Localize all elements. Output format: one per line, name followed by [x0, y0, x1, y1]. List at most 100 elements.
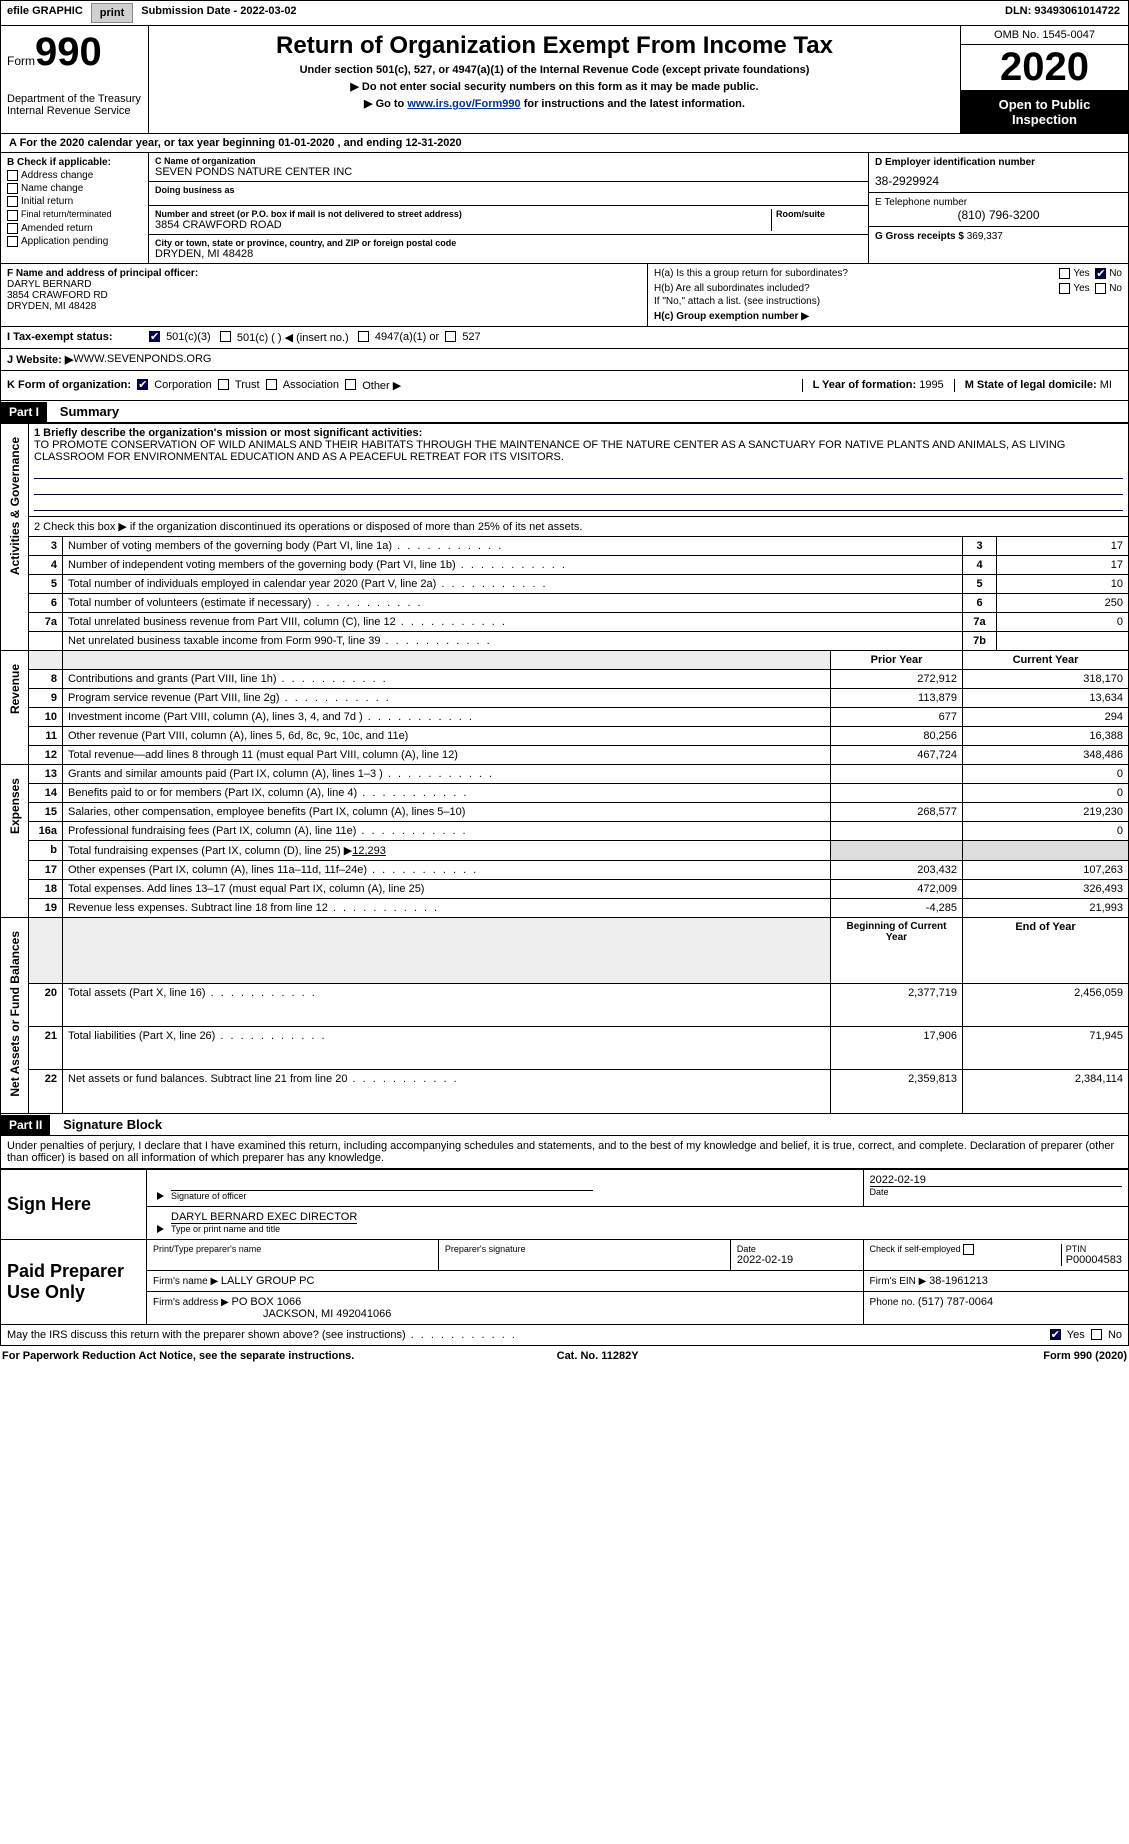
submission-date-label: Submission Date - 2022-03-02	[135, 1, 302, 25]
section-j: J Website: ▶ WWW.SEVENPONDS.ORG	[0, 349, 1129, 371]
efile-topbar: efile GRAPHIC print Submission Date - 20…	[0, 0, 1129, 26]
form-number-box: Form990 Department of the Treasury Inter…	[1, 26, 149, 133]
website-url: WWW.SEVENPONDS.ORG	[73, 353, 211, 366]
rev-8-prior: 272,912	[831, 670, 963, 689]
signature-block: Sign Here Signature of officer 2022-02-1…	[0, 1169, 1129, 1325]
open-to-public: Open to Public Inspection	[961, 91, 1128, 133]
efile-label: efile GRAPHIC	[1, 1, 89, 25]
summary-table: Activities & Governance 1 Briefly descri…	[0, 423, 1129, 1114]
officer-printed-name: DARYL BERNARD EXEC DIRECTOR	[171, 1211, 357, 1223]
chk-527[interactable]	[445, 331, 456, 342]
chk-address-change[interactable]: Address change	[7, 170, 142, 181]
dln: DLN: 93493061014722	[997, 1, 1128, 25]
section-a: A For the 2020 calendar year, or tax yea…	[0, 134, 1129, 153]
val-7b	[997, 632, 1129, 651]
val-6: 250	[997, 594, 1129, 613]
section-c: C Name of organization SEVEN PONDS NATUR…	[149, 153, 868, 263]
section-f: F Name and address of principal officer:…	[1, 264, 648, 326]
omb-number: OMB No. 1545-0047	[961, 26, 1128, 45]
agency-irs: Internal Revenue Service	[7, 105, 142, 117]
no-ssn-note: ▶ Do not enter social security numbers o…	[159, 80, 950, 93]
vlabel-governance: Activities & Governance	[1, 424, 29, 651]
part2-header: Part II Signature Block	[0, 1114, 1129, 1136]
chk-ha-yes[interactable]	[1059, 268, 1070, 279]
chk-4947[interactable]	[358, 331, 369, 342]
firm-phone: (517) 787-0064	[918, 1296, 993, 1308]
cat-number: Cat. No. 11282Y	[557, 1350, 639, 1362]
vlabel-netassets: Net Assets or Fund Balances	[1, 918, 29, 1114]
print-button[interactable]: print	[91, 3, 133, 23]
chk-discuss-yes[interactable]	[1050, 1329, 1061, 1340]
chk-self-employed[interactable]	[963, 1244, 974, 1255]
irs-link[interactable]: www.irs.gov/Form990	[407, 98, 520, 110]
gross-receipts: 369,337	[967, 231, 1003, 242]
sign-here-label: Sign Here	[1, 1169, 147, 1239]
discuss-row: May the IRS discuss this return with the…	[0, 1325, 1129, 1346]
officer-addr1: 3854 CRAWFORD RD	[7, 290, 641, 301]
chk-amended-return[interactable]: Amended return	[7, 223, 142, 234]
tax-year-range: A For the 2020 calendar year, or tax yea…	[1, 134, 1128, 152]
chk-501c3[interactable]	[149, 331, 160, 342]
form-990: 990	[35, 30, 102, 74]
chk-discuss-no[interactable]	[1091, 1329, 1102, 1340]
val-4: 17	[997, 556, 1129, 575]
officer-addr2: DRYDEN, MI 48428	[7, 301, 641, 312]
section-i: I Tax-exempt status: 501(c)(3) 501(c) ( …	[0, 327, 1129, 349]
chk-final-return[interactable]: Final return/terminated	[7, 209, 142, 220]
officer-name: DARYL BERNARD	[7, 279, 641, 290]
year-formation: 1995	[919, 379, 943, 391]
fundraising-total: 12,293	[352, 845, 386, 857]
section-k-l-m: K Form of organization: Corporation Trus…	[0, 371, 1129, 401]
chk-trust[interactable]	[218, 379, 229, 390]
sign-arrow-icon	[157, 1192, 164, 1200]
firm-ein: 38-1961213	[929, 1275, 988, 1287]
chk-initial-return[interactable]: Initial return	[7, 196, 142, 207]
form-title-box: Return of Organization Exempt From Incom…	[149, 26, 960, 133]
val-7a: 0	[997, 613, 1129, 632]
chk-hb-yes[interactable]	[1059, 283, 1070, 294]
section-b-checkboxes: B Check if applicable: Address change Na…	[1, 153, 149, 263]
preparer-date: 2022-02-19	[737, 1254, 857, 1266]
chk-application-pending[interactable]: Application pending	[7, 236, 142, 247]
chk-ha-no[interactable]	[1095, 268, 1106, 279]
org-info-block: B Check if applicable: Address change Na…	[0, 153, 1129, 264]
agency-dept: Department of the Treasury	[7, 93, 142, 105]
page-footer: For Paperwork Reduction Act Notice, see …	[0, 1346, 1129, 1366]
tax-year: 2020	[961, 45, 1128, 91]
sig-date: 2022-02-19	[870, 1174, 1122, 1186]
org-street: 3854 CRAWFORD ROAD	[155, 219, 771, 231]
chk-name-change[interactable]: Name change	[7, 183, 142, 194]
vlabel-revenue: Revenue	[1, 651, 29, 765]
ein: 38-2929924	[875, 174, 1122, 188]
pra-notice: For Paperwork Reduction Act Notice, see …	[2, 1350, 354, 1362]
rev-8-current: 318,170	[963, 670, 1129, 689]
paid-preparer-label: Paid Preparer Use Only	[1, 1239, 147, 1324]
section-h: H(a) Is this a group return for subordin…	[648, 264, 1128, 326]
val-5: 10	[997, 575, 1129, 594]
form-meta-box: OMB No. 1545-0047 2020 Open to Public In…	[960, 26, 1128, 133]
firm-addr: PO BOX 1066	[231, 1296, 301, 1308]
chk-corp[interactable]	[137, 379, 148, 390]
ptin: P00004583	[1066, 1254, 1122, 1266]
form-page: Form 990 (2020)	[1043, 1350, 1127, 1362]
part1-header: Part I Summary	[0, 401, 1129, 423]
vlabel-expenses: Expenses	[1, 765, 29, 918]
chk-hb-no[interactable]	[1095, 283, 1106, 294]
telephone: (810) 796-3200	[875, 208, 1122, 222]
signature-declaration: Under penalties of perjury, I declare th…	[0, 1136, 1129, 1169]
officer-group-block: F Name and address of principal officer:…	[0, 264, 1129, 327]
form-header: Form990 Department of the Treasury Inter…	[0, 26, 1129, 134]
chk-501c[interactable]	[220, 331, 231, 342]
val-3: 17	[997, 537, 1129, 556]
chk-assoc[interactable]	[266, 379, 277, 390]
chk-other[interactable]	[345, 379, 356, 390]
state-domicile: MI	[1100, 379, 1112, 391]
goto-link-line: ▶ Go to www.irs.gov/Form990 for instruct…	[159, 97, 950, 110]
form-subtitle: Under section 501(c), 527, or 4947(a)(1)…	[159, 64, 950, 76]
mission-text: TO PROMOTE CONSERVATION OF WILD ANIMALS …	[34, 439, 1123, 463]
name-arrow-icon	[157, 1225, 164, 1233]
section-d-e-g: D Employer identification number 38-2929…	[868, 153, 1128, 263]
org-city: DRYDEN, MI 48428	[155, 248, 862, 260]
form-title: Return of Organization Exempt From Incom…	[159, 32, 950, 60]
org-name: SEVEN PONDS NATURE CENTER INC	[155, 166, 862, 178]
